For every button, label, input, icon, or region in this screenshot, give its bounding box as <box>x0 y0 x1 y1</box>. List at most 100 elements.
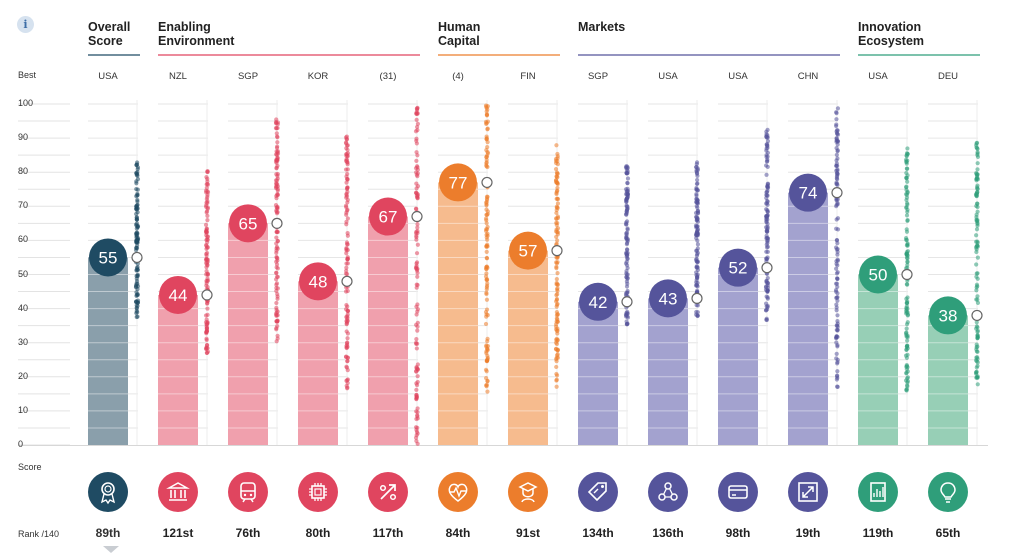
distribution-dot <box>835 270 840 275</box>
distribution-dot <box>835 139 841 144</box>
distribution-dot <box>134 299 139 304</box>
distribution-dot <box>414 141 419 146</box>
distribution-dot <box>484 297 490 302</box>
distribution-dot <box>554 255 559 260</box>
score-bubble <box>159 275 197 314</box>
distribution-dot <box>695 232 700 238</box>
distribution-dot <box>835 246 840 252</box>
distribution-dot <box>975 175 980 180</box>
distribution-dot <box>485 119 491 124</box>
distribution-dot <box>205 213 210 218</box>
tag-icon[interactable] <box>578 472 618 512</box>
distribution-dot <box>694 228 700 234</box>
distribution-dot <box>484 249 489 254</box>
distribution-dot <box>344 157 349 162</box>
distribution-dot <box>834 266 839 271</box>
distribution-dot <box>345 308 350 314</box>
score-bubble <box>719 248 757 287</box>
distribution-dot <box>905 146 910 151</box>
distribution-dot <box>205 257 210 262</box>
distribution-dot <box>694 265 699 270</box>
distribution-dot <box>413 340 419 345</box>
distribution-dot <box>483 309 489 315</box>
distribution-dot <box>554 384 559 389</box>
distribution-dot <box>764 192 769 198</box>
distribution-dot <box>834 295 840 300</box>
credit-card-icon[interactable] <box>718 472 758 512</box>
distribution-dot <box>904 255 910 261</box>
distribution-dot <box>133 248 139 253</box>
distribution-dot <box>694 191 699 197</box>
award-icon[interactable] <box>88 472 128 512</box>
distribution-dot <box>134 203 139 209</box>
distribution-dot <box>484 227 490 232</box>
expand-icon[interactable] <box>788 472 828 512</box>
graduate-icon[interactable] <box>508 472 548 512</box>
distribution-dot <box>835 156 840 161</box>
chip-icon[interactable] <box>298 472 338 512</box>
distribution-dot <box>974 375 979 380</box>
distribution-dot <box>135 187 140 192</box>
distribution-dot <box>554 277 559 282</box>
percent-icon[interactable] <box>368 472 408 512</box>
score-bubble <box>859 255 897 294</box>
distribution-dot <box>904 387 909 392</box>
score-value: 65 <box>239 214 258 233</box>
score-marker <box>761 262 773 274</box>
distribution-dot <box>764 220 769 225</box>
distribution-dot <box>344 210 349 215</box>
distribution-dot <box>274 196 279 201</box>
distribution-dot <box>485 149 490 155</box>
distribution-dot <box>694 217 700 222</box>
distribution-dot <box>834 152 839 157</box>
distribution-dot <box>343 203 349 208</box>
distribution-dot <box>274 152 279 157</box>
distribution-dot <box>765 157 770 162</box>
rank-value: 117th <box>372 526 404 540</box>
distribution-dot <box>555 196 560 201</box>
distribution-dot <box>835 128 840 133</box>
document-chart-icon[interactable] <box>858 472 898 512</box>
distribution-dot <box>974 345 979 350</box>
institution-icon[interactable] <box>158 472 198 512</box>
distribution-dot <box>205 237 210 242</box>
distribution-dot <box>554 158 559 163</box>
distribution-dot <box>694 312 699 317</box>
distribution-dot <box>835 375 840 381</box>
distribution-dot <box>905 243 910 248</box>
distribution-dot <box>623 314 629 319</box>
distribution-dot <box>344 242 350 247</box>
y-tick-label: 10 <box>18 404 29 415</box>
distribution-dot <box>974 365 979 370</box>
score-value: 52 <box>729 259 748 278</box>
distribution-dot <box>274 178 280 183</box>
train-icon[interactable] <box>228 472 268 512</box>
distribution-dot <box>274 319 279 324</box>
distribution-dot <box>624 199 629 204</box>
distribution-dot <box>765 295 770 300</box>
distribution-dot <box>275 323 280 329</box>
info-icon[interactable]: i <box>17 16 34 33</box>
lightbulb-icon[interactable] <box>928 472 968 512</box>
country-label: USA <box>98 71 118 82</box>
distribution-dot <box>204 203 209 208</box>
distribution-dot <box>834 176 839 181</box>
bar <box>228 223 268 445</box>
distribution-dot <box>834 117 839 122</box>
distribution-dot <box>345 336 350 341</box>
distribution-dot <box>204 328 210 333</box>
distribution-dot <box>625 227 630 232</box>
distribution-dot <box>484 271 489 276</box>
selected-marker <box>103 546 119 553</box>
distribution-dot <box>764 213 769 219</box>
heart-pulse-icon[interactable] <box>438 472 478 512</box>
distribution-dot <box>555 151 560 157</box>
country-label: USA <box>728 71 748 82</box>
network-icon[interactable] <box>648 472 688 512</box>
country-label: CHN <box>797 71 819 82</box>
distribution-dot <box>555 229 560 235</box>
bar <box>298 281 338 445</box>
distribution-dot <box>975 356 980 362</box>
score-value: 43 <box>659 289 678 308</box>
distribution-dot <box>484 314 489 319</box>
